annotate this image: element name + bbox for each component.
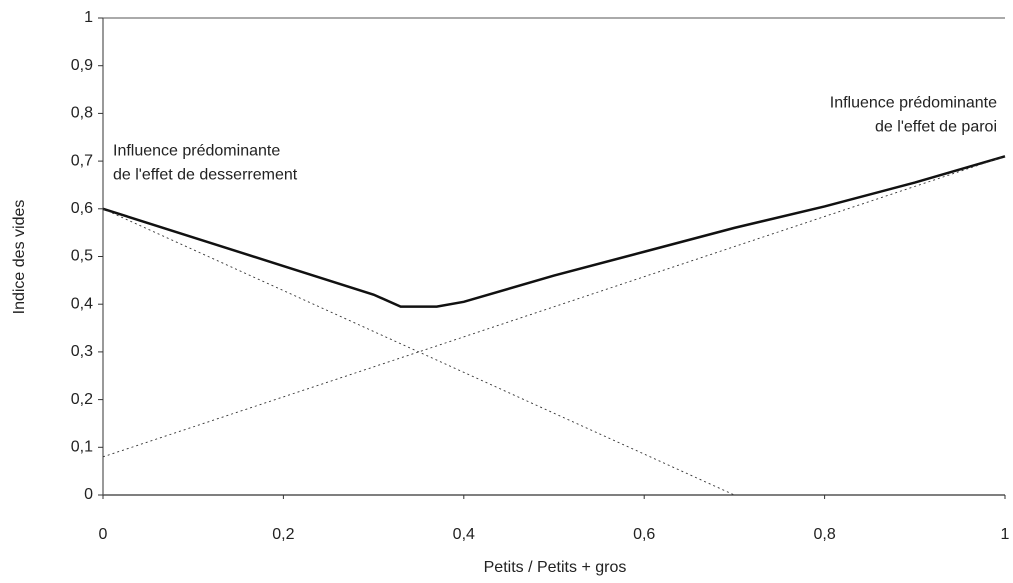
- y-tick-label: 0,1: [71, 439, 93, 456]
- y-tick-label: 0,3: [71, 343, 93, 360]
- annotation: Influence prédominante: [830, 95, 997, 112]
- x-tick-label: 0,8: [813, 526, 835, 543]
- line-series: [102, 208, 735, 496]
- y-tick-label: 0,5: [71, 248, 93, 265]
- y-tick-label: 0,9: [71, 57, 93, 74]
- y-tick-label: 0: [84, 486, 93, 503]
- y-tick-label: 0,2: [71, 391, 93, 408]
- y-tick-label: 0,8: [71, 105, 93, 122]
- x-tick-label: 0: [99, 526, 108, 543]
- x-tick-label: 1: [1001, 526, 1010, 543]
- x-tick-label: 0,4: [453, 526, 475, 543]
- y-tick-label: 0,7: [71, 152, 93, 169]
- line-series: [102, 155, 1006, 308]
- x-tick-label: 0,6: [633, 526, 655, 543]
- x-tick-label: 0,2: [272, 526, 294, 543]
- x-axis-title: Petits / Petits + gros: [484, 559, 627, 576]
- y-axis-title: Indice des vides: [11, 200, 28, 315]
- y-tick-label: 1: [84, 9, 93, 26]
- annotation: de l'effet de desserrement: [113, 166, 298, 183]
- y-tick-label: 0,6: [71, 200, 93, 217]
- annotation: Influence prédominante: [113, 142, 280, 159]
- annotation: de l'effet de paroi: [875, 119, 997, 136]
- line-series: [102, 155, 1006, 458]
- y-tick-label: 0,4: [71, 295, 93, 312]
